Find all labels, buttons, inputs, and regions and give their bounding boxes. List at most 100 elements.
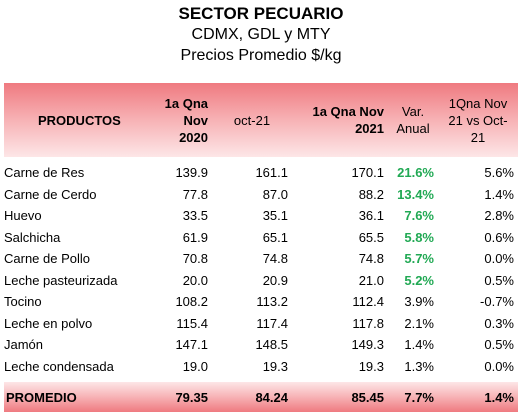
title-block: SECTOR PECUARIO CDMX, GDL y MTY Precios … — [0, 4, 522, 66]
cell-oct-21: 117.4 — [256, 315, 288, 331]
page-title: SECTOR PECUARIO — [178, 4, 344, 23]
header-productos-label: PRODUCTOS — [38, 112, 121, 128]
header-nov-2020-line2: 2020 — [179, 129, 208, 145]
promedio-row: PROMEDIO 79.35 84.24 85.45 7.7% 1.4% — [4, 382, 518, 412]
table-footer: PROMEDIO 79.35 84.24 85.45 7.7% 1.4% — [4, 382, 518, 412]
table-row: Jamón 147.1 148.5 149.3 1.4% 0.5% — [4, 334, 518, 356]
header-oct-21-label: oct-21 — [233, 112, 271, 128]
cell-producto: Jamón — [4, 337, 44, 353]
promedio-label: PROMEDIO — [4, 382, 142, 412]
table-row: Huevo 33.5 35.1 36.1 7.6% 2.8% — [4, 205, 518, 227]
cell-vs-oct: -0.7% — [480, 294, 514, 310]
header-nov-2020: 1a Qna Nov 2020 — [142, 83, 212, 157]
cell-nov-2020: 61.9 — [182, 229, 208, 245]
header-nov-2021-line2: 2021 — [355, 121, 384, 136]
cell-nov-2021: 36.1 — [358, 208, 384, 224]
cell-producto: Carne de Cerdo — [4, 186, 97, 202]
cell-vs-oct: 0.3% — [484, 315, 514, 331]
cell-producto: Carne de Res — [4, 165, 85, 181]
cell-nov-2020: 19.0 — [182, 358, 208, 374]
cell-oct-21: 113.2 — [256, 294, 288, 310]
cell-producto: Leche en polvo — [4, 315, 93, 331]
cell-oct-21: 161.1 — [255, 165, 288, 181]
promedio-vs-oct: 1.4% — [438, 382, 518, 412]
table-row: Carne de Cerdo 77.8 87.0 88.2 13.4% 1.4% — [4, 184, 518, 206]
table-row: Carne de Res 139.9 161.1 170.1 21.6% 5.6% — [4, 162, 518, 184]
header-row: PRODUCTOS 1a Qna Nov 2020 oct-21 1a Qna N… — [4, 83, 518, 157]
header-vs-oct-line2: 21 vs Oct- — [448, 112, 508, 128]
cell-producto: Carne de Pollo — [4, 251, 90, 267]
table-body: Carne de Res 139.9 161.1 170.1 21.6% 5.6% Carn… — [4, 157, 518, 382]
cell-var-anual: 1.4% — [404, 337, 434, 353]
cell-oct-21: 65.1 — [262, 229, 288, 245]
table-row: Leche pasteurizada 20.0 20.9 21.0 5.2% 0.5% — [4, 270, 518, 292]
header-var-anual-line1: Var. — [401, 104, 425, 119]
promedio-nov-2020: 79.35 — [142, 382, 212, 412]
cell-nov-2021: 21.0 — [358, 272, 384, 288]
promedio-oct-21: 84.24 — [212, 382, 292, 412]
cell-oct-21: 19.3 — [262, 358, 288, 374]
cell-vs-oct: 5.6% — [484, 165, 514, 181]
cell-producto: Huevo — [4, 208, 42, 224]
table-header: PRODUCTOS 1a Qna Nov 2020 oct-21 1a Qna N… — [4, 83, 518, 157]
cell-var-anual: 5.2% — [404, 272, 434, 288]
cell-var-anual: 2.1% — [404, 315, 434, 331]
cell-nov-2021: 149.3 — [351, 337, 384, 353]
cell-nov-2021: 74.8 — [358, 251, 384, 267]
header-vs-oct-line1: 1Qna Nov — [448, 95, 508, 111]
page-subtitle: CDMX, GDL y MTY — [191, 26, 331, 43]
promedio-var-anual: 7.7% — [388, 382, 438, 412]
cell-nov-2021: 19.3 — [358, 358, 384, 374]
cell-nov-2020: 108.2 — [175, 294, 208, 310]
header-vs-oct: 1Qna Nov 21 vs Oct- 21 — [438, 83, 518, 157]
cell-var-anual: 1.3% — [404, 358, 434, 374]
cell-oct-21: 20.9 — [262, 272, 288, 288]
cell-nov-2021: 88.2 — [358, 186, 384, 202]
cell-nov-2020: 20.0 — [182, 272, 208, 288]
page-subtitle-units: Precios Promedio $/kg — [180, 47, 342, 64]
cell-vs-oct: 0.0% — [484, 358, 514, 374]
price-table: PRODUCTOS 1a Qna Nov 2020 oct-21 1a Qna N… — [4, 83, 518, 412]
cell-oct-21: 87.0 — [262, 186, 288, 202]
header-nov-2021: 1a Qna Nov 2021 — [292, 83, 388, 157]
cell-var-anual: 3.9% — [404, 294, 434, 310]
cell-var-anual: 21.6% — [397, 165, 434, 181]
table-row: Leche en polvo 115.4 117.4 117.8 2.1% 0.3% — [4, 313, 518, 335]
cell-vs-oct: 0.6% — [484, 229, 514, 245]
header-var-anual: Var. Anual — [388, 83, 438, 157]
price-table-container: PRODUCTOS 1a Qna Nov 2020 oct-21 1a Qna N… — [4, 83, 518, 412]
cell-var-anual: 5.7% — [404, 251, 434, 267]
cell-vs-oct: 2.8% — [484, 208, 514, 224]
cell-var-anual: 5.8% — [404, 229, 434, 245]
cell-var-anual: 13.4% — [397, 186, 434, 202]
promedio-nov-2021: 85.45 — [292, 382, 388, 412]
cell-nov-2020: 139.9 — [175, 165, 208, 181]
cell-producto: Salchicha — [4, 229, 61, 245]
cell-producto: Leche condensada — [4, 358, 114, 374]
header-vs-oct-line3: 21 — [470, 129, 486, 145]
cell-producto: Leche pasteurizada — [4, 272, 118, 288]
table-row: Carne de Pollo 70.8 74.8 74.8 5.7% 0.0% — [4, 248, 518, 270]
header-productos: PRODUCTOS — [4, 83, 142, 157]
cell-oct-21: 74.8 — [262, 251, 288, 267]
cell-nov-2020: 115.4 — [176, 315, 208, 331]
cell-vs-oct: 0.5% — [484, 337, 514, 353]
cell-nov-2020: 147.1 — [175, 337, 208, 353]
cell-nov-2021: 117.8 — [352, 315, 384, 331]
cell-oct-21: 35.1 — [262, 208, 288, 224]
header-nov-2020-line1: 1a Qna Nov — [164, 95, 208, 128]
cell-var-anual: 7.6% — [404, 208, 434, 224]
cell-producto: Tocino — [4, 294, 42, 310]
cell-vs-oct: 0.5% — [484, 272, 514, 288]
table-row: Tocino 108.2 113.2 112.4 3.9% -0.7% — [4, 291, 518, 313]
cell-nov-2020: 77.8 — [182, 186, 208, 202]
cell-nov-2020: 33.5 — [182, 208, 208, 224]
header-nov-2021-line1: 1a Qna Nov — [312, 104, 384, 119]
cell-nov-2021: 65.5 — [358, 229, 384, 245]
header-oct-21: oct-21 — [212, 83, 292, 157]
cell-nov-2020: 70.8 — [182, 251, 208, 267]
cell-nov-2021: 170.1 — [351, 165, 384, 181]
cell-oct-21: 148.5 — [255, 337, 288, 353]
header-var-anual-line2: Anual — [396, 121, 430, 136]
table-row: Salchicha 61.9 65.1 65.5 5.8% 0.6% — [4, 227, 518, 249]
